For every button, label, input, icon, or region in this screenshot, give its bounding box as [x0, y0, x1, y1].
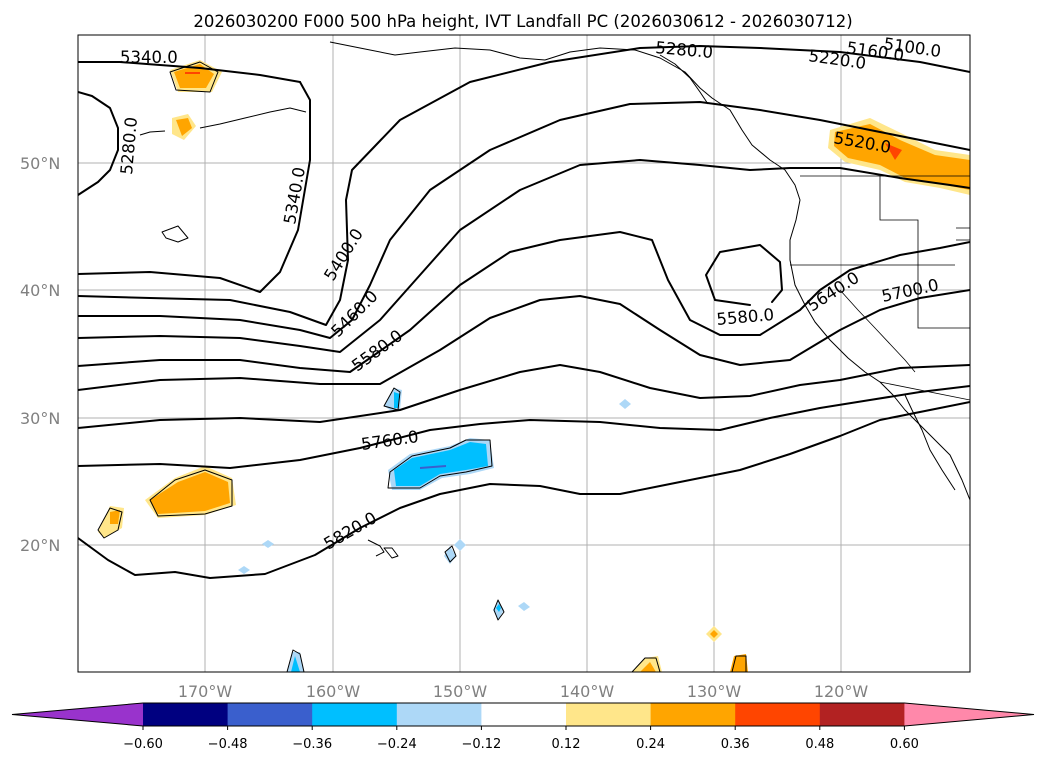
longitude-labels: 170°W 160°W 150°W 140°W 130°W 120°W	[178, 682, 869, 701]
colorbar-extend-max	[904, 703, 1034, 726]
colorbar-segment	[396, 703, 482, 726]
lat-label: 50°N	[20, 154, 60, 173]
contour-line	[78, 385, 970, 469]
contour-line	[78, 45, 970, 326]
lat-label: 30°N	[20, 409, 60, 428]
contour-line	[78, 81, 311, 293]
ivt-patch-orange	[110, 510, 120, 524]
colorbar-tick-label: 0.48	[805, 737, 834, 752]
colorbar-tick-label: −0.12	[461, 737, 501, 752]
contour-line	[78, 364, 970, 429]
lon-label: 130°W	[687, 682, 742, 701]
ivt-patch-orange	[150, 472, 230, 514]
ivt-patch-orange	[176, 118, 192, 136]
colorbar-segment	[819, 703, 905, 726]
map-frame	[77, 34, 971, 673]
ivt-patch-cyan	[394, 442, 488, 486]
ivt-patch-light-blue	[454, 539, 466, 551]
ivt-patch-blue	[419, 465, 447, 469]
colorbar-tick-label: −0.36	[292, 737, 332, 752]
height-contours	[78, 45, 970, 579]
ivt-patch-light-orange	[632, 656, 662, 672]
lat-label: 40°N	[20, 281, 60, 300]
ivt-patch-orange	[710, 630, 718, 638]
ivt-patch-light-blue	[518, 602, 530, 611]
coastlines	[97, 41, 970, 672]
ivt-patch-light-blue	[619, 399, 631, 409]
lon-label: 150°W	[433, 682, 488, 701]
colorbar-segment	[227, 703, 313, 726]
lon-label: 120°W	[814, 682, 869, 701]
colorbar-tick-label: 0.12	[552, 737, 581, 752]
lon-label: 170°W	[178, 682, 233, 701]
ivt-patch-orange	[640, 662, 656, 672]
colorbar-segment	[566, 703, 652, 726]
contour-line	[705, 244, 783, 306]
lon-label: 160°W	[306, 682, 361, 701]
colorbar-segment	[143, 703, 229, 726]
colorbar: −0.60 −0.48 −0.36 −0.24 −0.12 0.12 0.24 0.36 0.4…	[11, 702, 1035, 752]
lon-label: 140°W	[560, 682, 615, 701]
chart-title: 2026030200 F000 500 hPa height, IVT Land…	[193, 12, 852, 31]
colorbar-tick-label: 0.60	[890, 737, 919, 752]
ivt-patch-light-blue	[238, 566, 250, 574]
colorbar-segment	[735, 703, 821, 726]
colorbar-tick-label: −0.24	[377, 737, 417, 752]
ivt-patch-cyan	[496, 604, 501, 612]
colorbar-tick-label: 0.24	[636, 737, 665, 752]
contour-label: 5280.0	[655, 38, 714, 62]
lat-label: 20°N	[20, 536, 60, 555]
ivt-patch-orange	[834, 124, 970, 190]
contour-line	[78, 289, 970, 391]
ivt-patch-orange	[730, 654, 748, 672]
colorbar-tick-label: 0.36	[721, 737, 750, 752]
contour-line	[78, 101, 970, 339]
contour-line	[78, 159, 970, 353]
colorbar-segment	[312, 703, 398, 726]
contour-label: 5580.0	[716, 305, 775, 329]
colorbar-segment	[481, 703, 567, 726]
colorbar-extend-min	[12, 703, 143, 726]
ivt-patch-light-blue	[262, 540, 274, 548]
latitude-labels: 50°N 40°N 30°N 20°N	[20, 154, 60, 555]
colorbar-tick-label: −0.60	[123, 737, 163, 752]
contour-label: 5280.0	[117, 116, 141, 175]
contour-line	[78, 401, 970, 579]
ivt-patch-cyan	[291, 656, 300, 672]
ivt-patch-red	[885, 143, 902, 160]
colorbar-segment	[650, 703, 736, 726]
contour-line	[78, 61, 301, 83]
map-panel: 5340.0 5280.0 5340.0 5400.0 5460.0 5580.…	[78, 35, 970, 672]
contour-line	[78, 91, 119, 196]
colorbar-tick-label: −0.48	[208, 737, 248, 752]
contour-line	[78, 231, 970, 373]
contour-label: 5340.0	[120, 48, 178, 67]
ivt-patch-orange	[174, 64, 214, 88]
